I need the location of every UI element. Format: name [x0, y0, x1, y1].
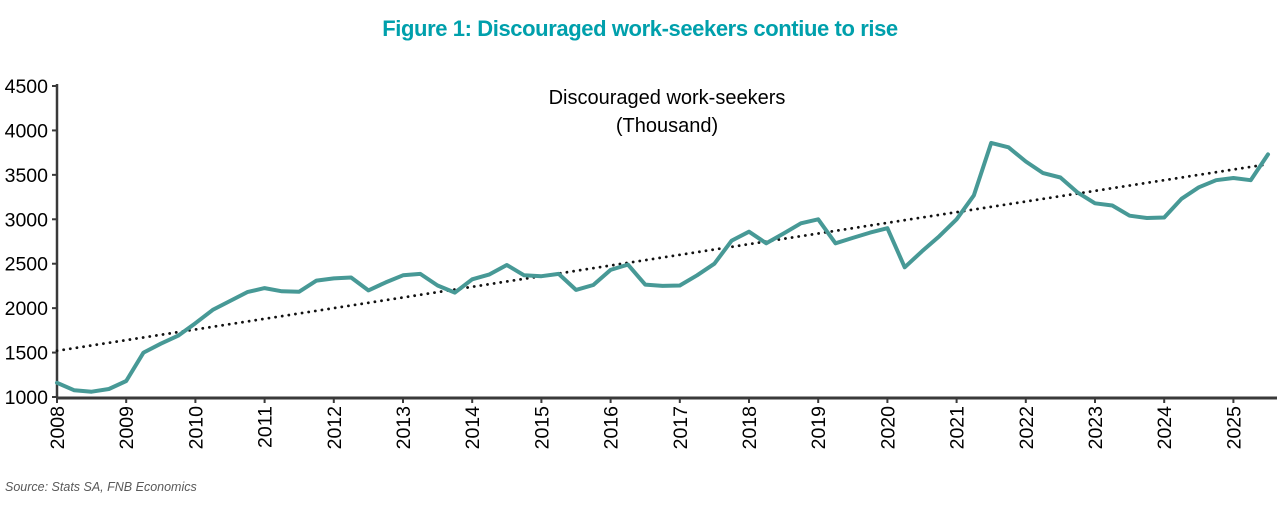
x-axis-label: 2025	[1223, 406, 1245, 450]
chart-subtitle: (Thousand)	[615, 115, 719, 137]
chart-title: Discouraged work-seekers	[548, 87, 786, 109]
x-axis-label: 2008	[47, 406, 69, 449]
y-axis-label: 2000	[5, 298, 49, 320]
y-axis-label: 3000	[5, 209, 49, 231]
x-axis-label: 2023	[1085, 406, 1107, 449]
x-axis-label: 2013	[393, 406, 415, 449]
x-axis-label: 2019	[808, 406, 830, 449]
y-axis-label: 4000	[5, 120, 49, 142]
figure-title: Figure 1: Discouraged work-seekers conti…	[382, 16, 898, 41]
y-axis-label: 2500	[5, 254, 49, 276]
x-axis-label: 2022	[1016, 406, 1038, 449]
y-axis-label: 4500	[5, 76, 49, 98]
x-axis-label: 2024	[1154, 406, 1176, 450]
x-axis-label: 2011	[255, 406, 277, 448]
x-axis-label: 2020	[877, 406, 899, 450]
y-axis-label: 1000	[5, 387, 49, 409]
x-axis-label: 2021	[947, 406, 969, 449]
x-axis-label: 2010	[185, 406, 207, 450]
x-axis-label: 2009	[116, 406, 138, 449]
trend-line	[55, 162, 1270, 353]
data-series-line	[55, 140, 1270, 394]
x-axis-label: 2018	[739, 406, 761, 449]
source-note: Source: Stats SA, FNB Economics	[5, 480, 197, 494]
y-axis-label: 1500	[5, 343, 49, 365]
y-axis-label: 3500	[5, 165, 49, 187]
x-axis-label: 2015	[531, 406, 553, 450]
x-axis-label: 2014	[462, 406, 484, 450]
x-axis-label: 2017	[670, 406, 692, 449]
x-axis-label: 2012	[324, 406, 346, 449]
x-axis-label: 2016	[601, 406, 623, 449]
chart-header: Discouraged work-seekers (Thousand)	[467, 84, 867, 140]
